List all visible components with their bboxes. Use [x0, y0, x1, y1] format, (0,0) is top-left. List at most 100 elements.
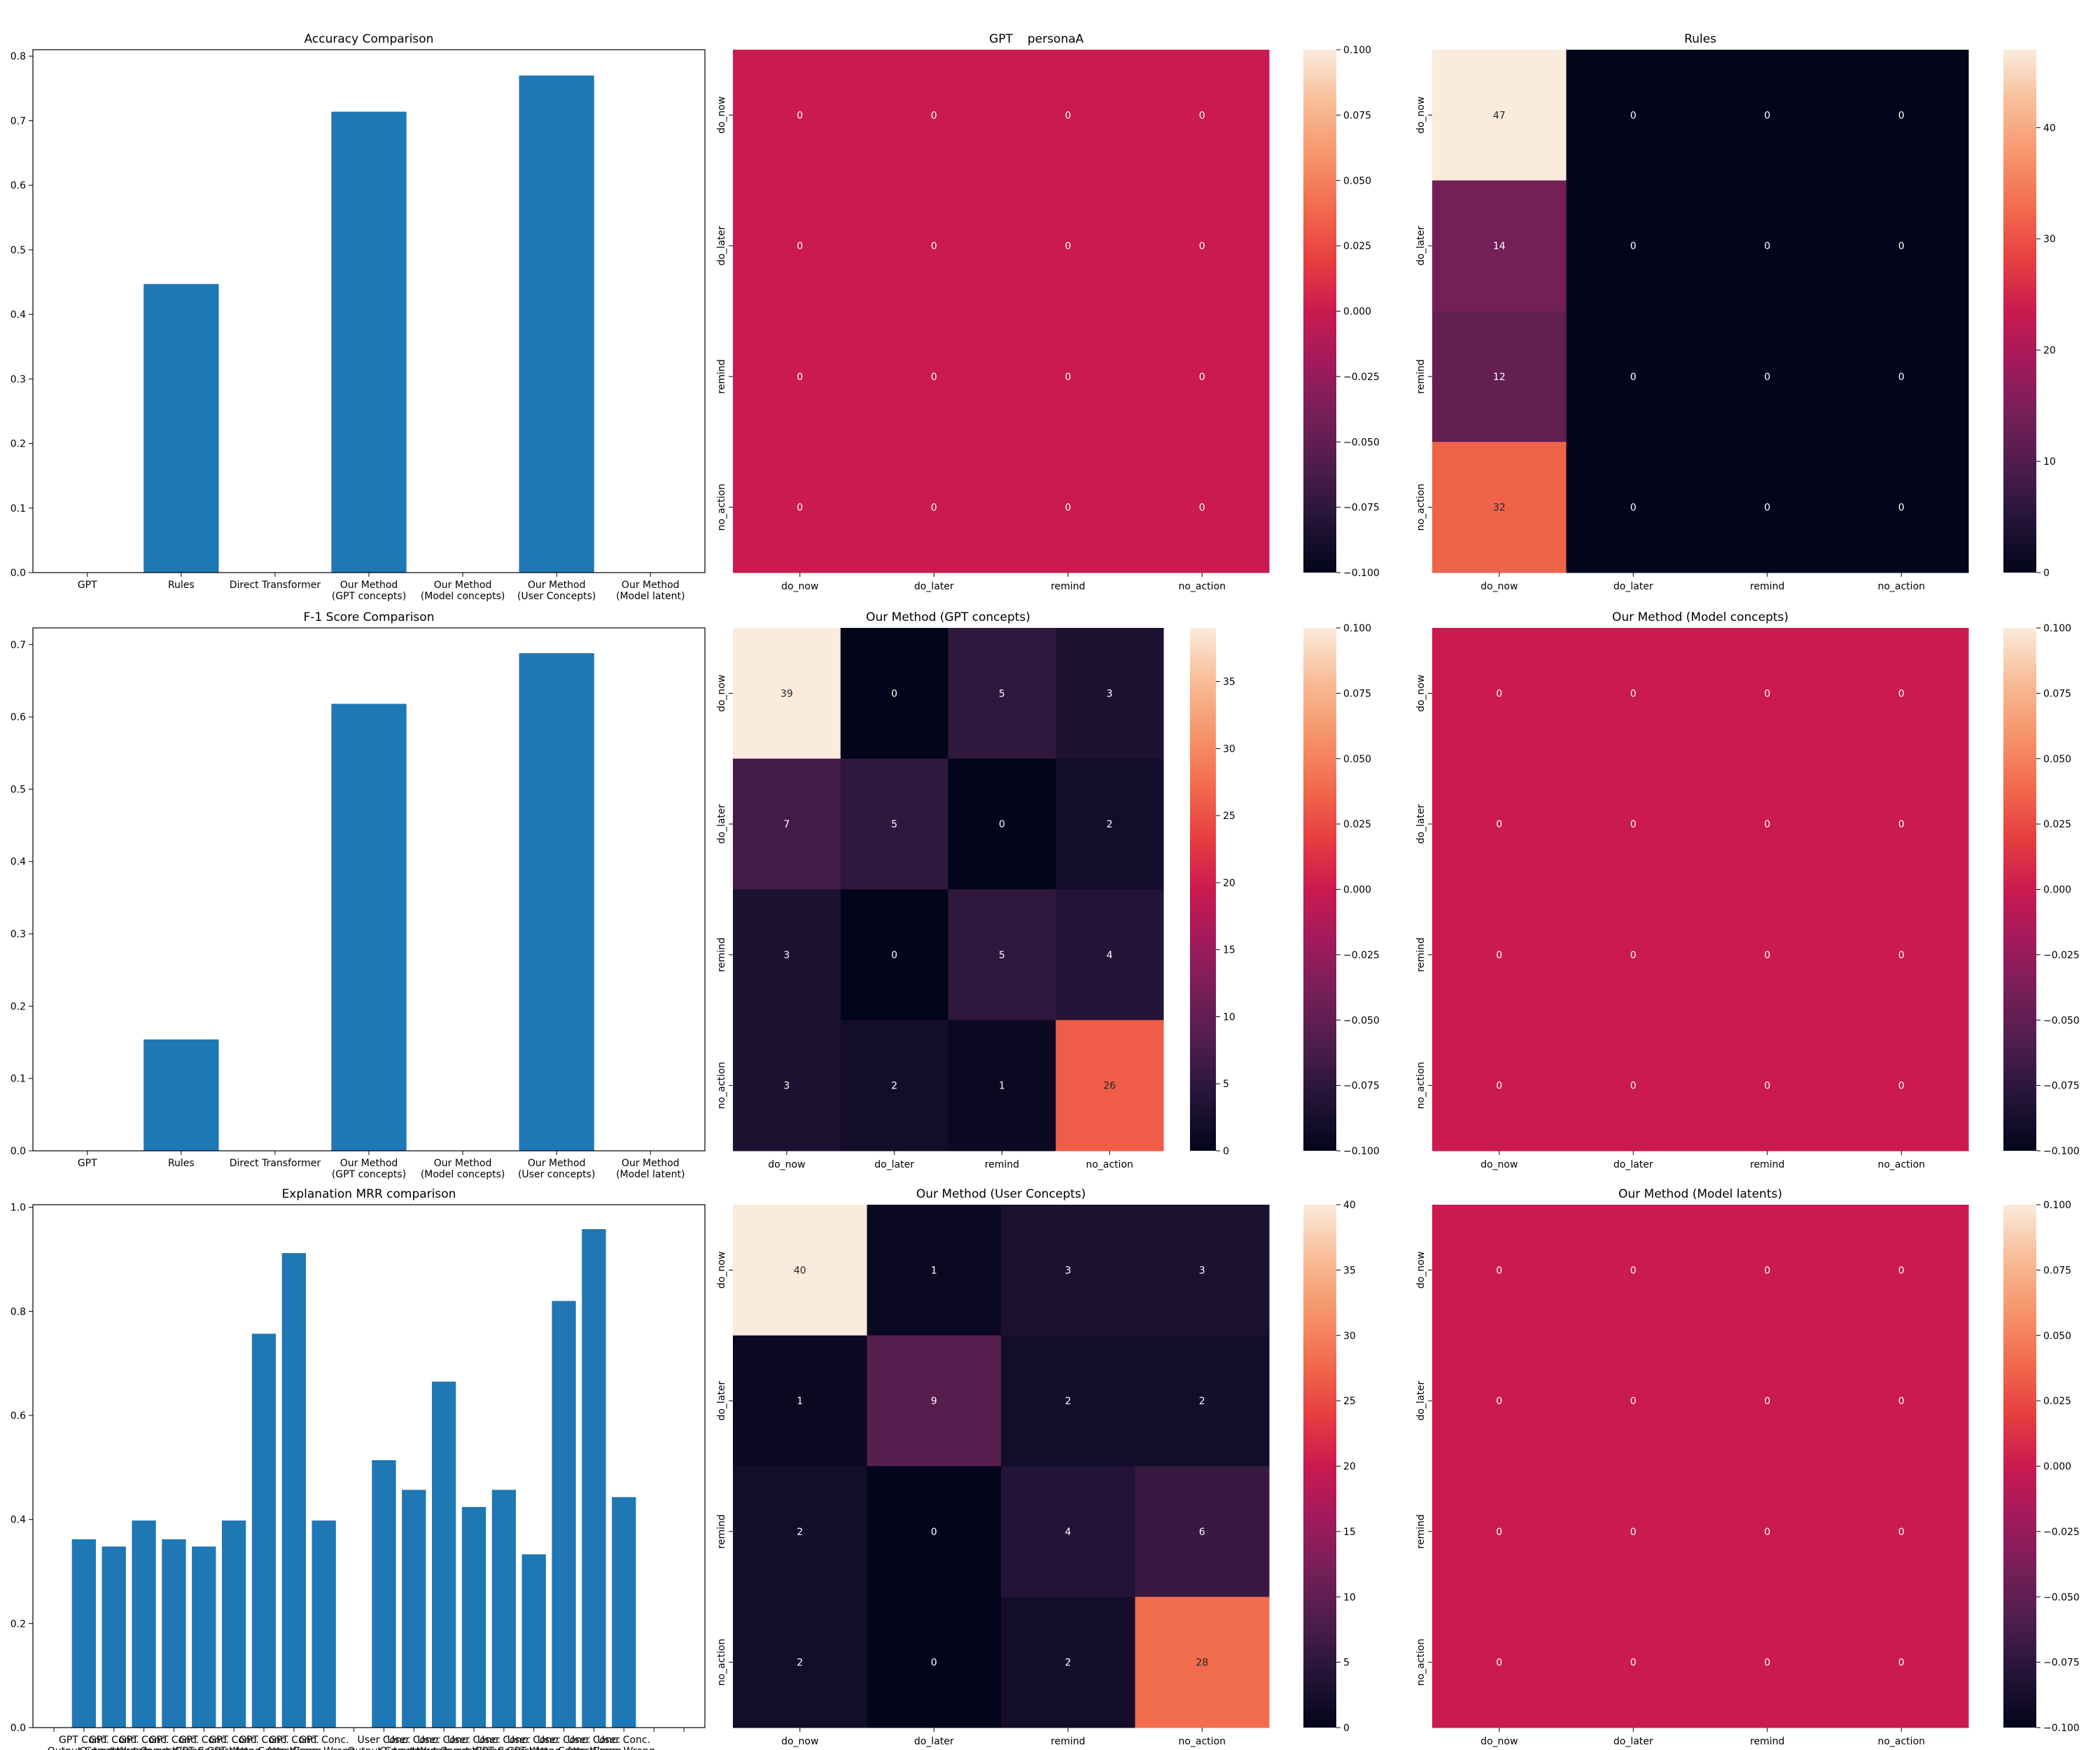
heatmap-cell [1001, 1597, 1135, 1728]
colorbar-tick-label: 0.025 [2043, 819, 2071, 830]
cell-value: 0 [1630, 1265, 1637, 1276]
cell-value: 2 [1065, 1658, 1071, 1669]
colorbar-tick-label: 0 [1223, 1146, 1229, 1157]
heatmap-cell [733, 1466, 867, 1597]
heatmap-cell [1432, 1466, 1567, 1597]
cell-value: 6 [1199, 1527, 1205, 1538]
colorbar-tick-label: 15 [1343, 1527, 1356, 1538]
y-tick-label: 0.2 [10, 439, 26, 450]
bar [312, 1520, 336, 1728]
heatmap-cell [1834, 1205, 1969, 1336]
colorbar-tick-label: 40 [1343, 1200, 1356, 1211]
bar [144, 1039, 219, 1151]
y-tick-label: do_later [716, 804, 727, 844]
axes-frame [32, 1204, 706, 1728]
cell-value: 0 [1764, 110, 1770, 121]
heatmap-cell [1135, 1205, 1270, 1336]
cell-value: 0 [1764, 241, 1770, 252]
y-tick-label: 0.1 [10, 1074, 26, 1085]
heatmap-cell [1834, 442, 1969, 573]
cell-value: 0 [931, 110, 937, 121]
heatmap-cell [1135, 1466, 1270, 1597]
colorbar-tick-label: 0.100 [2043, 623, 2071, 634]
x-tick-label: remind [1051, 1736, 1085, 1747]
chart-title: Our Method (User Concepts) [916, 1187, 1086, 1201]
cell-value: 0 [1764, 1265, 1770, 1276]
bar [102, 1546, 126, 1728]
colorbar-tick-label: 0.000 [1343, 307, 1371, 318]
heatmap-hm-modelc: Our Method (Model concepts) 0 0 0 0 0 0 0 0 0 0 0 0 0… [1415, 610, 2080, 1170]
y-tick-label: remind [716, 1514, 727, 1548]
heatmap-cell [1566, 628, 1701, 760]
colorbar-tick-label: 0.025 [1343, 241, 1371, 252]
chart-title: Our Method (Model concepts) [1612, 610, 1788, 624]
heatmap-cell [1700, 1205, 1835, 1336]
bar [402, 1490, 426, 1728]
x-tick-label: Our Method (GPT concepts) [332, 580, 406, 602]
colorbar-tick-label: 0.050 [1343, 754, 1371, 765]
heatmap-cell [867, 1597, 1002, 1728]
x-tick-label: Our Method (GPT concepts) [332, 1158, 406, 1180]
x-tick-label: no_action [1877, 581, 1925, 592]
x-tick-label: Our Method (User Concepts) [517, 580, 596, 602]
y-tick-label: no_action [716, 484, 727, 531]
colorbar: 35 30 25 20 15 10 5 0 [1190, 628, 1236, 1157]
y-tick-label: do_later [716, 225, 727, 265]
y-tick-label: do_now [1415, 97, 1427, 134]
colorbar-tick-label: 0.000 [1343, 885, 1371, 896]
bar [281, 1253, 306, 1728]
colorbar-tick-label: 10 [2043, 456, 2056, 468]
cell-value: 2 [797, 1658, 803, 1669]
x-tick-label: User Conc.Input Wrong [444, 1735, 504, 1750]
chart-title: Rules [1684, 32, 1716, 46]
x-tick-label: User Conc.Conc. Wrong [593, 1735, 655, 1750]
heatmap-cell [1432, 758, 1567, 890]
heatmap-cell [1135, 1597, 1270, 1728]
colorbar-tick-label: 20 [1343, 1462, 1356, 1473]
cell-value: 32 [1493, 503, 1506, 514]
colorbar-tick-label: 0.100 [1343, 45, 1371, 56]
heatmap-cell [1432, 889, 1567, 1021]
x-tick-label: Our Method (Model concepts) [421, 580, 505, 602]
heatmap-cell [1001, 180, 1135, 312]
y-tick-label: no_action [1415, 1639, 1427, 1686]
heatmap-cell [1700, 758, 1835, 890]
heatmap-cell [1001, 1335, 1135, 1466]
cell-value: 0 [1630, 241, 1637, 252]
cell-value: 0 [1630, 688, 1637, 699]
cell-value: 0 [1630, 503, 1637, 514]
cell-value: 5 [999, 950, 1005, 961]
cell-value: 14 [1493, 241, 1506, 252]
colorbar-tick-label: 0 [1343, 1723, 1350, 1734]
y-tick-label: 1.0 [10, 1203, 26, 1214]
x-tick-label: GPT Conc.Input Wrong [144, 1735, 204, 1750]
y-tick-label: 0.7 [10, 115, 26, 127]
cell-value: 0 [1764, 950, 1770, 961]
heatmap-cell [1135, 1335, 1270, 1466]
heatmap-cell [867, 180, 1002, 312]
cell-value: 40 [794, 1265, 806, 1276]
cell-value: 2 [797, 1527, 803, 1538]
colorbar-tick-label: 35 [1343, 1265, 1356, 1276]
colorbar-tick-label: −0.025 [1343, 950, 1380, 961]
y-tick-label: do_later [1415, 225, 1427, 265]
cell-value: 4 [1107, 950, 1113, 961]
heatmap-cell [1566, 50, 1701, 181]
cell-value: 0 [1898, 688, 1905, 699]
heatmap-cell [1432, 442, 1567, 573]
bar [432, 1381, 456, 1728]
heatmap-cell [1700, 311, 1835, 442]
bar [491, 1490, 516, 1728]
cell-value: 0 [1764, 819, 1770, 830]
x-tick-label: Rules [168, 1158, 195, 1169]
colorbar-tick-label: 20 [2043, 345, 2056, 356]
cell-value: 2 [1107, 819, 1113, 830]
bar [522, 1554, 546, 1728]
colorbar-tick-label: −0.025 [1343, 372, 1380, 383]
colorbar-tick-label: −0.075 [1343, 1081, 1380, 1092]
x-tick-label: GPT Conc.Output Correct [48, 1735, 121, 1750]
bar-chart-accuracy: Accuracy Comparison 0.0 0.1 0.2 0.3 0.4 0.5 0.6… [10, 32, 706, 602]
bar [519, 653, 594, 1151]
heatmap-cell [1432, 311, 1567, 442]
cell-value: 0 [1630, 1081, 1637, 1092]
